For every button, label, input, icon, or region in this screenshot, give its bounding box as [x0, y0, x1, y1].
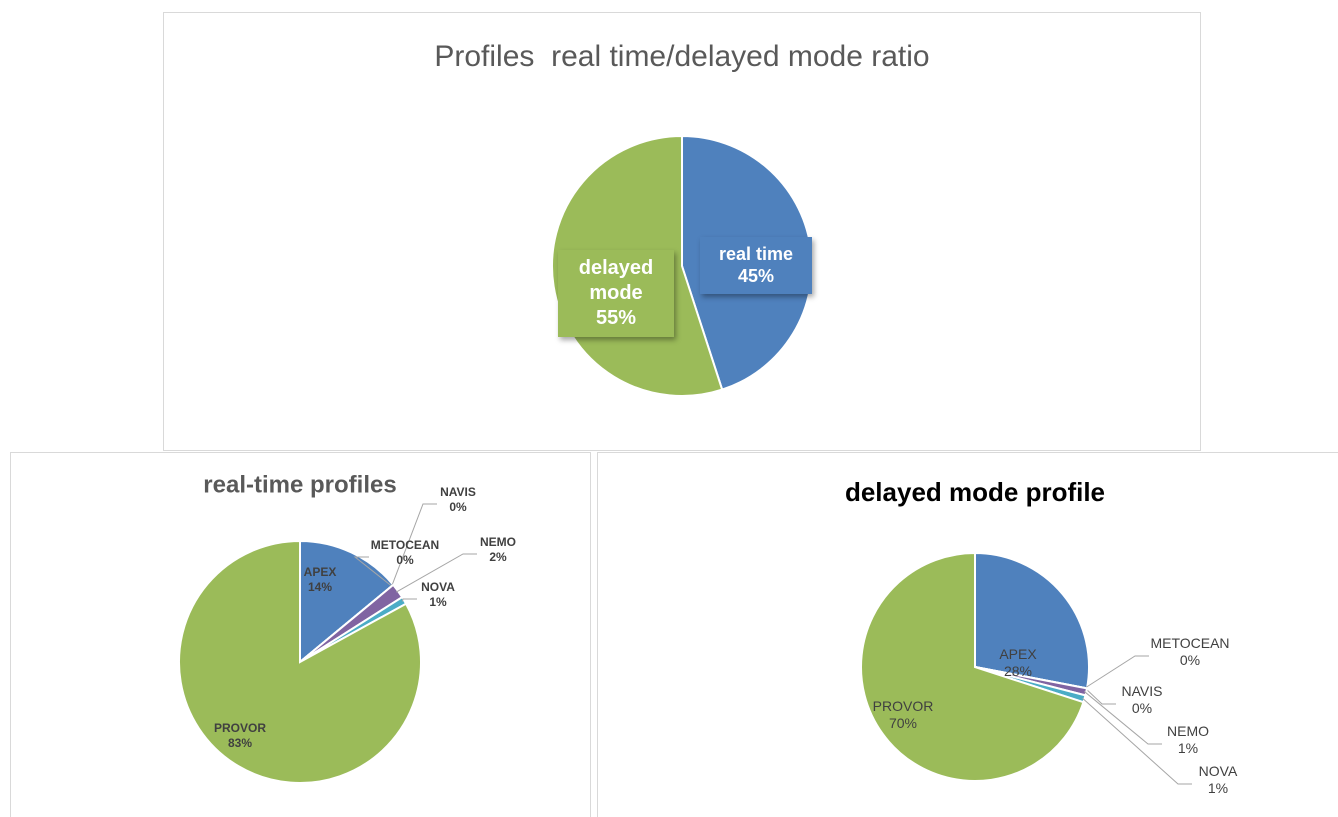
label-name: NEMO	[1167, 722, 1209, 739]
label-value: 0%	[1131, 700, 1153, 716]
label-value: 83%	[227, 736, 253, 750]
data-label: NEMO 2%	[473, 535, 523, 565]
label-name: METOCEAN	[1150, 634, 1230, 651]
leader-line	[396, 553, 477, 593]
data-label: NAVIS 0%	[433, 485, 483, 515]
data-label: delayed mode 55%	[558, 249, 674, 337]
label-name: APEX	[303, 565, 337, 579]
label-name: METOCEAN	[370, 538, 440, 552]
label-value: 14%	[307, 580, 333, 594]
pie-slice	[974, 551, 1090, 690]
data-label: NEMO 1%	[1158, 723, 1218, 758]
pie-slice	[299, 539, 395, 665]
label-name: PROVOR	[872, 697, 934, 714]
data-label: APEX 28%	[988, 646, 1048, 681]
data-label: METOCEAN 0%	[1145, 635, 1235, 670]
label-name: PROVOR	[213, 721, 266, 735]
leader-line	[1083, 691, 1162, 745]
data-label: PROVOR 83%	[205, 721, 275, 751]
label-name: NAVIS	[1121, 682, 1163, 699]
leader-line	[353, 556, 393, 587]
label-value: 1%	[429, 595, 447, 609]
label-name: real time	[718, 243, 794, 264]
label-value: 45%	[737, 266, 775, 286]
label-value: 70%	[888, 715, 918, 731]
label-name: NAVIS	[440, 485, 476, 499]
label-value: 2%	[489, 550, 507, 564]
label-name: NOVA	[421, 580, 455, 594]
data-label: NOVA 1%	[1188, 763, 1248, 798]
label-name: APEX	[999, 645, 1037, 662]
label-value: 0%	[396, 553, 414, 567]
label-value: 0%	[1179, 652, 1201, 668]
pie-slice	[860, 551, 1085, 782]
label-value: 1%	[1207, 780, 1229, 796]
data-label: real time 45%	[700, 236, 812, 294]
label-value: 0%	[449, 500, 467, 514]
pie-slice	[178, 539, 422, 784]
label-value: 28%	[1003, 663, 1033, 679]
leader-line	[1082, 697, 1192, 785]
leader-line	[1084, 655, 1149, 689]
label-name: NOVA	[1198, 762, 1238, 779]
leader-line	[1084, 687, 1116, 705]
label-name: delayed mode	[578, 256, 654, 304]
chart-title: real-time profiles	[203, 471, 396, 498]
data-label: APEX 14%	[290, 565, 350, 595]
data-label: METOCEAN 0%	[365, 538, 445, 568]
data-label: PROVOR 70%	[868, 698, 938, 733]
label-value: 55%	[595, 306, 637, 329]
data-label: NOVA 1%	[413, 580, 463, 610]
chart-title: Profiles real time/delayed mode ratio	[434, 40, 929, 73]
label-value: 1%	[1177, 740, 1199, 756]
leader-line	[391, 503, 437, 587]
data-label: NAVIS 0%	[1112, 683, 1172, 718]
chart-title: delayed mode profile	[845, 477, 1105, 507]
leader-line	[401, 598, 417, 602]
label-name: NEMO	[480, 535, 516, 549]
